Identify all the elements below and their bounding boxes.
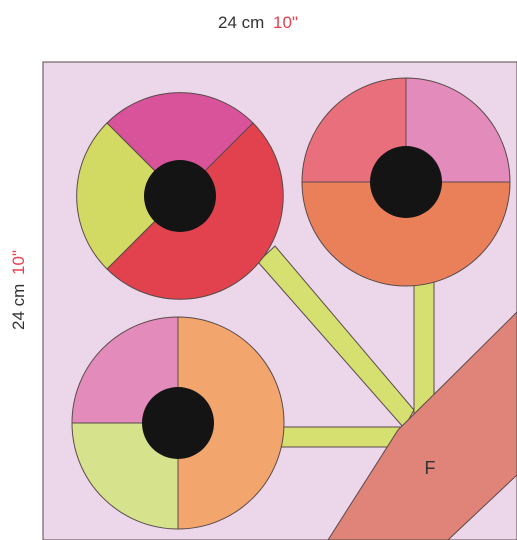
flower-top-left-center [144, 160, 216, 232]
left-dimension-label: 24 cm 10" [9, 250, 28, 330]
flower-top-right-salmon-segment [301, 77, 407, 183]
flower-top-left [76, 92, 284, 300]
flower-top-right-orange-segment [301, 181, 511, 287]
flower-bottom-left-pink-segment [71, 316, 179, 424]
top-dimension-metric: 24 cm [218, 13, 264, 32]
shape-label-f: F [425, 458, 436, 478]
flower-bottom-left-peach-segment [177, 316, 285, 530]
left-dimension-metric: 24 cm [9, 284, 28, 330]
flower-top-left-magenta-segment [106, 92, 254, 197]
left-dimension-imperial: 10" [9, 250, 28, 275]
flower-top-right-pink-segment [405, 77, 511, 183]
flower-bottom-left [71, 316, 285, 530]
flower-top-left-lime-segment [76, 122, 181, 270]
diagonal-band-f [327, 311, 517, 540]
flower-bottom-left-pale-green-segment [71, 422, 179, 530]
top-dimension-label: 24 cm 10" [218, 13, 298, 32]
flower-top-right [301, 77, 511, 287]
flower-bottom-left-center [142, 387, 214, 459]
horizontal-stem [271, 426, 403, 448]
top-dimension-imperial: 10" [273, 13, 298, 32]
flower-top-right-center [370, 146, 442, 218]
